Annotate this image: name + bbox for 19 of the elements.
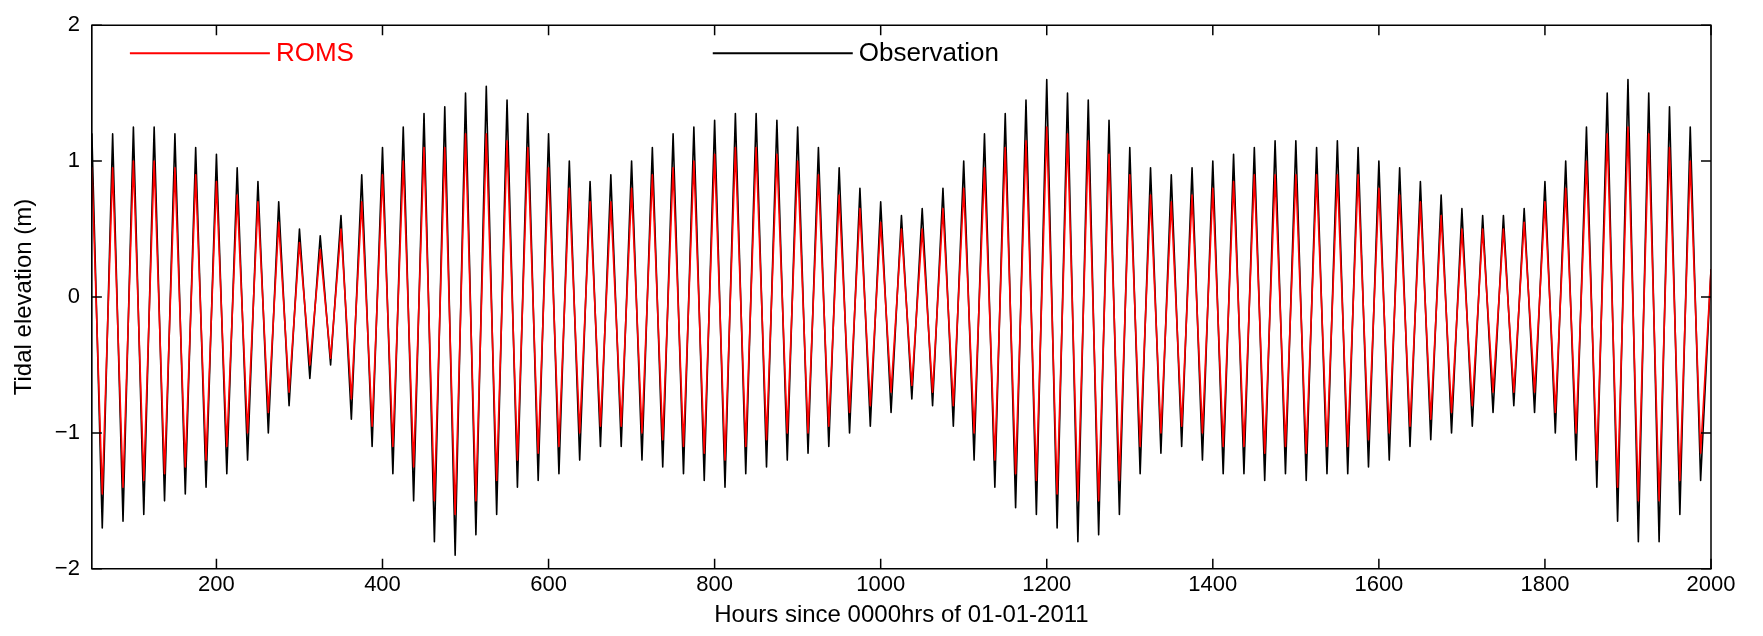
y-tick-label: 2 <box>67 11 80 37</box>
x-tick-label: 200 <box>198 571 235 597</box>
legend-label: Observation <box>858 37 999 68</box>
y-tick-label: 0 <box>67 283 80 309</box>
y-tick-label: −1 <box>54 418 80 444</box>
x-tick-label: 1200 <box>1022 571 1072 597</box>
text: ROMS <box>275 37 354 68</box>
y-tick-label: −2 <box>54 554 80 580</box>
y-axis-title: Tidal elevation (m) <box>9 198 37 396</box>
y-tick-label: 1 <box>67 147 80 173</box>
x-axis-title: Hours since 0000hrs of 01-01-2011 <box>714 600 1089 628</box>
x-tick-label: 400 <box>364 571 401 597</box>
x-tick-label: 2000 <box>1686 571 1736 597</box>
x-tick-label: 1400 <box>1188 571 1238 597</box>
x-tick-label: 1600 <box>1354 571 1404 597</box>
x-tick-label: 600 <box>530 571 567 597</box>
x-tick-label: 1800 <box>1520 571 1570 597</box>
x-tick-label: 800 <box>696 571 733 597</box>
x-tick-label: 1000 <box>856 571 906 597</box>
